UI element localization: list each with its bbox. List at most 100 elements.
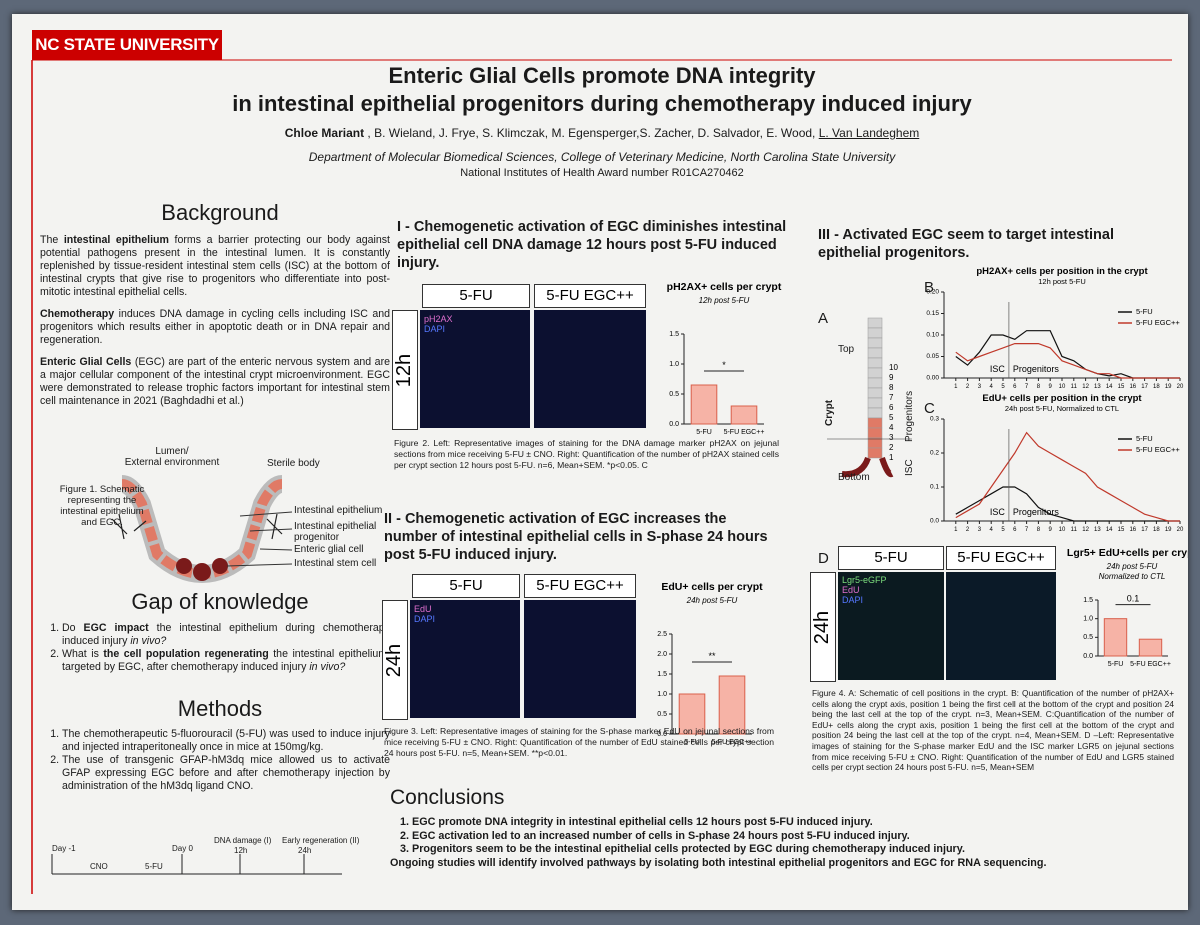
crypt-cell bbox=[867, 437, 883, 449]
list-item: Do EGC impact the intestinal epithelium … bbox=[62, 622, 390, 648]
diagram-label: Progenitors bbox=[904, 390, 915, 442]
x-tick-label: 17 bbox=[1141, 384, 1148, 390]
crypt-cell bbox=[867, 377, 883, 389]
timeline-label: DNA damage (I) bbox=[214, 836, 272, 845]
significance-label: ** bbox=[708, 651, 716, 661]
x-tick-label: 5-FU EGC++ bbox=[724, 429, 765, 436]
text-run: intestinal epithelium bbox=[63, 234, 169, 246]
y-tick-label: 0.0 bbox=[669, 421, 679, 428]
x-tick-label: 18 bbox=[1153, 527, 1160, 533]
stain: DAPI bbox=[414, 614, 436, 624]
x-tick-label: 7 bbox=[1025, 384, 1029, 390]
y-tick-label: 0.0 bbox=[657, 731, 667, 738]
grant: National Institutes of Health Award numb… bbox=[460, 167, 744, 179]
x-tick-label: 8 bbox=[1037, 384, 1041, 390]
panel-letter: D bbox=[818, 550, 829, 567]
crypt-cell bbox=[867, 397, 883, 409]
list-item: The chemotherapeutic 5-fluorouracil (5-F… bbox=[62, 728, 390, 754]
section-heading: Methods bbox=[177, 696, 263, 721]
stain: EdU bbox=[414, 604, 432, 614]
crypt-cell bbox=[867, 327, 883, 339]
text-run: the intestinal epithelium during chemoth… bbox=[62, 622, 390, 647]
crypt-cell bbox=[867, 337, 883, 349]
x-tick-label: 5-FU bbox=[696, 429, 712, 436]
y-tick-label: 1.0 bbox=[657, 691, 667, 698]
position-label: 2 bbox=[889, 443, 894, 452]
x-tick-label: 11 bbox=[1071, 384, 1078, 390]
crypt-cell bbox=[867, 417, 883, 429]
x-tick-label: 5-FU bbox=[684, 739, 700, 746]
text-run: forms a barrier protecting our body agai… bbox=[40, 234, 391, 298]
methods-list: The chemotherapeutic 5-fluorouracil (5-F… bbox=[40, 728, 390, 793]
x-tick-label: 4 bbox=[990, 384, 994, 390]
figure-caption: Figure 2. Left: Representative images of… bbox=[394, 438, 779, 470]
x-tick-label: 1 bbox=[954, 384, 958, 390]
y-tick-label: 1.0 bbox=[1083, 616, 1093, 623]
stain: DAPI bbox=[842, 595, 864, 605]
timeline bbox=[51, 854, 342, 875]
diagram-label: ISC bbox=[904, 459, 915, 476]
figure-caption: Figure 1. Schematic representing the int… bbox=[59, 484, 145, 528]
x-tick-label: 20 bbox=[1177, 384, 1184, 390]
list: Do EGC impact the intestinal epithelium … bbox=[40, 622, 390, 674]
x-tick-label: 19 bbox=[1165, 384, 1172, 390]
affiliation: Department of Molecular Biomedical Scien… bbox=[308, 150, 896, 164]
zone-label: ISC bbox=[990, 364, 1006, 374]
position-label: 4 bbox=[889, 423, 894, 432]
x-tick-label: 15 bbox=[1118, 527, 1125, 533]
timeline-label: Early regeneration (II) bbox=[282, 836, 360, 845]
timeline-label: CNO bbox=[90, 862, 108, 871]
y-tick-label: 2.0 bbox=[657, 651, 667, 658]
diagram-label: Intestinal epithelium bbox=[294, 505, 383, 516]
x-tick-label: 5 bbox=[1001, 527, 1005, 533]
y-tick-label: 0.20 bbox=[926, 289, 939, 296]
label: Lumen/ bbox=[155, 446, 189, 457]
column-header: 5-FU EGC++ bbox=[534, 284, 646, 308]
section-heading: Conclusions bbox=[390, 786, 505, 809]
chart-subtitle: 12h post 5-FU bbox=[699, 296, 750, 305]
panel-letter: C bbox=[924, 400, 935, 417]
text-run: Chemotherapy bbox=[40, 308, 115, 320]
y-tick-label: 0.5 bbox=[657, 711, 667, 718]
y-tick-label: 1.0 bbox=[669, 361, 679, 368]
chart-subtitle: 24h post 5-FU bbox=[686, 596, 738, 605]
y-tick-label: 0.00 bbox=[926, 375, 939, 382]
text-run: Do bbox=[62, 622, 84, 634]
position-label: 9 bbox=[889, 373, 894, 382]
position-label: 8 bbox=[889, 383, 894, 392]
diagram-label: Intestinal stem cell bbox=[294, 558, 377, 569]
text-run: L. Van Landeghem bbox=[818, 126, 920, 140]
row-label-text: 24h bbox=[383, 643, 406, 677]
y-tick-label: 0.2 bbox=[930, 450, 939, 457]
stain: EdU bbox=[842, 585, 860, 595]
micrograph bbox=[946, 572, 1056, 680]
x-tick-label: 16 bbox=[1129, 527, 1136, 533]
bar-chart: EdU+ cells per crypt 24h post 5-FU 0.0 0.5 1… bbox=[657, 581, 763, 746]
panel-letter: B bbox=[924, 279, 935, 296]
section-heading: Gap of knowledge bbox=[131, 589, 309, 614]
legend-label: 5-FU EGC++ bbox=[1136, 445, 1180, 454]
logo: NC STATE UNIVERSITY bbox=[35, 35, 219, 54]
x-tick-label: 8 bbox=[1037, 527, 1041, 533]
crypt-cell bbox=[867, 367, 883, 379]
column-header: 5-FU bbox=[838, 546, 944, 570]
poster: 1 2 3 4 5 6 7 8 9 10 pH2AX+ cells per crypt 12h po… bbox=[12, 14, 1188, 910]
chart-title: EdU+ cells per crypt bbox=[661, 581, 763, 593]
paragraph: The intestinal epithelium forms a barrie… bbox=[40, 234, 390, 299]
stain: Lgr5-eGFP bbox=[842, 575, 887, 585]
section-heading: III - Activated EGC seem to target intes… bbox=[818, 227, 1114, 261]
x-tick-label: 5-FU EGC++ bbox=[1130, 661, 1171, 668]
x-tick-label: 13 bbox=[1094, 527, 1101, 533]
x-tick-label: 12 bbox=[1082, 384, 1089, 390]
chart-subtitle: Normalized to CTL bbox=[1099, 572, 1166, 581]
micrograph bbox=[524, 600, 636, 718]
y-tick-label: 0.15 bbox=[926, 310, 939, 317]
timeline-label: 24h bbox=[298, 846, 312, 855]
bar bbox=[1138, 638, 1163, 657]
micrograph bbox=[420, 310, 530, 428]
y-tick-label: 1.5 bbox=[657, 671, 667, 678]
stain-legend: pH2AX DAPI bbox=[424, 314, 453, 334]
list-item: EGC promote DNA integrity in intestinal … bbox=[412, 816, 1110, 830]
text-run: The bbox=[40, 234, 64, 246]
